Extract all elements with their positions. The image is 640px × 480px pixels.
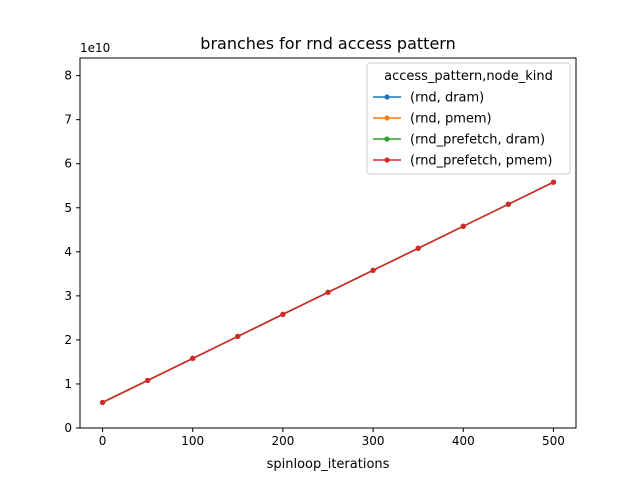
legend-swatch-marker <box>384 136 390 142</box>
data-point <box>235 333 241 339</box>
legend-entry: (rnd_prefetch, pmem) <box>373 154 552 169</box>
legend-swatch-marker <box>384 157 390 163</box>
x-tick-label: 200 <box>271 434 294 448</box>
legend-entry: (rnd, pmem) <box>373 112 492 127</box>
data-point <box>550 179 557 185</box>
data-point <box>325 289 331 295</box>
legend-title: access_pattern,node_kind <box>384 69 553 84</box>
data-point <box>370 267 376 273</box>
data-point <box>145 377 151 384</box>
series-4 <box>99 179 557 406</box>
x-tick-label: 500 <box>542 434 565 448</box>
series-layer <box>99 179 557 406</box>
y-axis: 0 1 2 3 4 5 6 7 8 <box>64 69 80 435</box>
x-tick-label: 100 <box>181 434 204 448</box>
y-tick-label: 4 <box>64 245 72 259</box>
data-point <box>190 355 196 362</box>
legend-swatch-marker <box>384 94 390 100</box>
legend-label: (rnd_prefetch, pmem) <box>410 154 552 169</box>
legend-box <box>366 62 571 175</box>
x-axis: 0 100 200 300 400 500 <box>99 428 565 448</box>
plot-frame <box>79 57 577 429</box>
y-tick-label: 3 <box>64 289 72 303</box>
y-tick-label: 5 <box>64 201 72 215</box>
legend: access_pattern,node_kind (rnd, dram) (rnd,… <box>366 62 571 175</box>
y-tick-label: 2 <box>64 333 72 347</box>
y-tick-label: 7 <box>64 113 72 127</box>
legend-entry: (rnd_prefetch, dram) <box>373 133 545 148</box>
legend-swatch-marker <box>384 115 390 121</box>
y-tick-label: 6 <box>64 157 72 171</box>
x-tick-label: 300 <box>362 434 385 448</box>
x-axis-label: spinloop_iterations <box>267 457 390 472</box>
x-tick-label: 400 <box>452 434 475 448</box>
x-tick-label: 0 <box>99 434 107 448</box>
data-point <box>460 223 466 229</box>
data-point <box>99 399 106 406</box>
y-axis-multiplier: 1e10 <box>80 41 110 55</box>
legend-label: (rnd, dram) <box>410 91 484 106</box>
data-point <box>415 245 421 251</box>
plot-area <box>79 57 577 429</box>
legend-label: (rnd, pmem) <box>410 112 492 127</box>
legend-label: (rnd_prefetch, dram) <box>410 133 545 148</box>
chart-title: branches for rnd access pattern <box>200 34 455 53</box>
data-point <box>505 201 511 207</box>
y-tick-label: 8 <box>64 69 72 83</box>
y-tick-label: 1 <box>64 377 72 391</box>
legend-entry: (rnd, dram) <box>373 91 484 106</box>
data-point <box>280 311 286 317</box>
y-tick-label: 0 <box>64 421 72 435</box>
